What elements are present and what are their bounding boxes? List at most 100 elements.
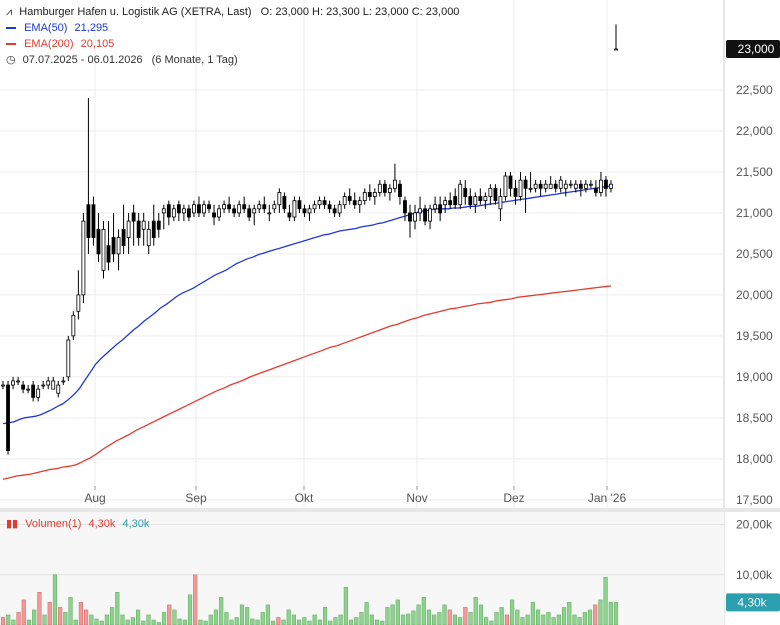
volume-grid [0,512,724,625]
last-price-badge [726,39,780,58]
y-tick-label: 19,500 [736,329,773,343]
ema200-swatch [6,43,16,46]
candle [242,204,247,210]
volume-bar [380,620,385,625]
candle [136,220,141,238]
ema50-line-group [2,185,612,425]
candle [257,204,262,210]
date-range: 07.07.2025 - 06.01.2026 [22,54,143,66]
volume-bar [406,613,411,625]
candle [413,212,417,222]
volume-bar [32,609,37,625]
candle [51,380,56,390]
candle [317,200,322,206]
volume-axis: 10,00k 20,00k [736,518,773,582]
volume-bar [99,620,104,625]
candle [292,200,297,218]
candle [297,200,302,210]
volume-bar [115,592,120,625]
date-range-row[interactable]: ◷ 07.07.2025 - 06.01.2026 (6 Monate, 1 T… [6,53,238,67]
y-tick-label: 18,500 [736,411,773,425]
legend-ema50[interactable]: EMA(50) 21,295 [6,21,108,35]
candle [357,200,362,206]
volume-bar [468,612,473,625]
volume-bar [42,614,47,625]
volume-bar [452,614,458,625]
candle [558,179,563,189]
volume-pane-bg [0,512,724,625]
legend-ema200[interactable]: EMA(200) 20,105 [6,37,114,51]
candle [187,208,191,218]
volume-bar [556,614,561,625]
ema200-line [2,285,612,480]
volume-bar [499,607,504,625]
volume-bar [89,614,94,625]
y-tick-label: 21,000 [736,206,773,220]
volume-bar [323,607,328,625]
volume-bar [58,607,63,625]
candle [332,208,337,214]
candle [207,204,211,210]
volume-bar [37,592,42,625]
candle [599,179,603,193]
volume-tick-label: 10,00k [736,568,773,582]
candle [41,384,46,387]
volume-bar [182,619,187,625]
volume-bar [354,617,359,625]
volume-bar [530,602,535,625]
pane-divider [0,508,780,512]
y-tick-label: 17,500 [736,493,773,507]
volume-bar [458,617,463,625]
volume-bar [478,604,484,625]
candle [377,183,382,193]
candle [181,208,186,214]
candle [408,212,412,222]
candle [227,204,232,210]
candle [287,212,292,218]
chart-type-icon[interactable]: ⩘ [6,6,13,18]
volume-bar [281,619,286,625]
candle [362,192,367,202]
candle [428,208,432,222]
volume-bar [120,614,125,625]
candle [61,380,66,383]
candle [478,196,483,202]
volume-bar [0,617,6,625]
volume-bar [593,604,598,625]
candle [483,196,488,202]
volume-bar [234,617,239,625]
volume-bar [135,609,141,625]
volume-bar [151,619,156,625]
volume-bar [343,587,348,625]
candle [433,204,438,210]
volume-bar [437,612,442,625]
x-tick-label: Dez [503,491,524,505]
candle [352,200,357,206]
candle [21,384,26,390]
candle [513,187,518,197]
candle [56,384,61,394]
volume-bar [73,619,78,625]
volume-bar [21,599,26,625]
candle [347,196,352,202]
y-tick-label: 21,500 [736,165,773,179]
volume-bar [265,604,271,625]
volume-bar [587,609,593,625]
candle [583,183,588,189]
candle [548,183,553,189]
volume-bar [47,602,52,625]
volume-bar [328,620,333,625]
candle [614,48,618,51]
volume-bar [364,602,369,625]
candle [398,183,402,197]
date-range-detail: (6 Monate, 1 Tag) [151,54,238,66]
volume-bar [608,602,613,625]
volume-legend[interactable]: ▮▮ Volumen(1) 4,30k 4,30k [6,517,149,530]
candle [141,220,146,230]
volume-bar [442,604,447,625]
volume-bar [291,614,296,625]
volume-bar [260,612,265,625]
y-tick-label: 19,000 [736,370,773,384]
